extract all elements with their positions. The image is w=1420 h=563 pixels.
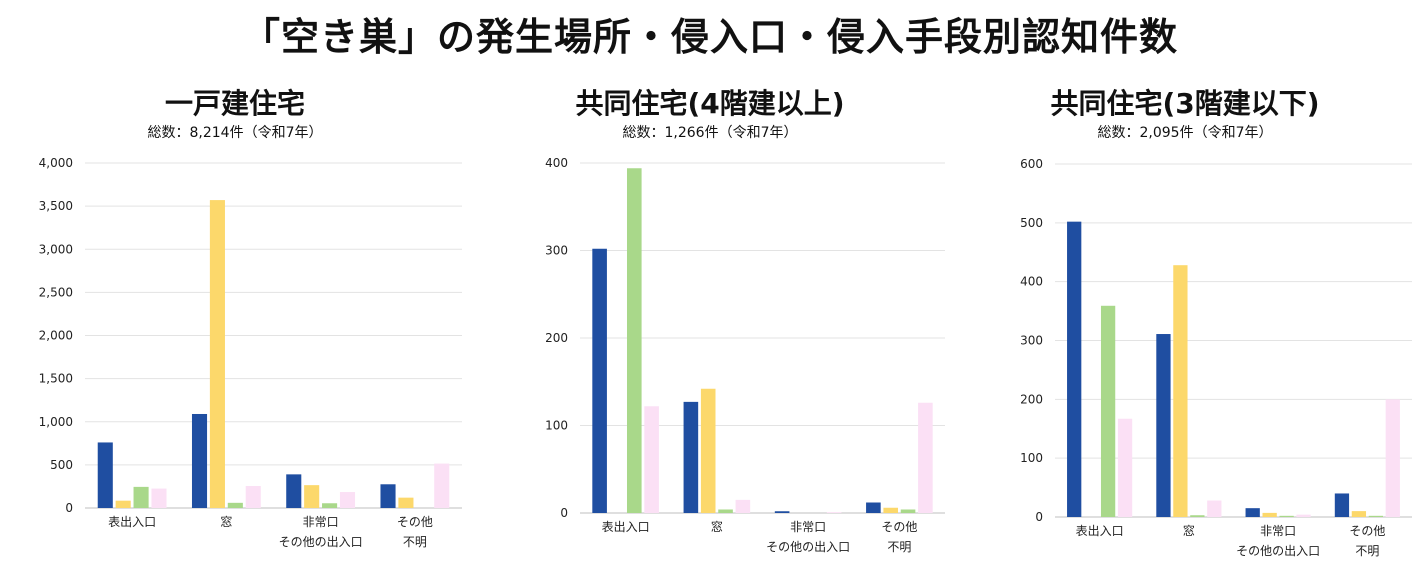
bar <box>1334 493 1350 517</box>
x-category-label: 表出入口 <box>108 515 156 529</box>
bar <box>97 442 113 508</box>
y-tick-label: 400 <box>545 156 568 170</box>
y-tick-label: 3,000 <box>39 242 73 256</box>
x-category-label: 窓 <box>711 519 723 534</box>
chart-subtitle: 総数：1,266件（令和7年） <box>622 125 798 141</box>
y-tick-label: 100 <box>1020 451 1043 465</box>
bar <box>1067 221 1082 517</box>
x-category-label: 窓 <box>1183 523 1195 538</box>
bar <box>918 402 933 513</box>
y-tick-label: 4,000 <box>39 156 73 170</box>
bar <box>115 500 131 508</box>
bar <box>133 486 149 508</box>
bar <box>700 388 716 513</box>
x-category-label: 不明 <box>1355 544 1379 558</box>
bar <box>1207 500 1222 517</box>
x-category-label: その他の出入口 <box>1236 544 1320 558</box>
chart-panel-detached-house: 一戸建住宅 総数：8,214件（令和7年） 0 500 1,000 1,500 2,00… <box>0 0 470 563</box>
bar <box>191 413 208 508</box>
bar <box>398 497 414 508</box>
y-tick-label: 2,000 <box>39 329 73 343</box>
bar <box>1100 305 1116 517</box>
y-tick-label: 1,000 <box>39 415 73 429</box>
bar <box>900 509 916 513</box>
bar <box>1190 515 1205 517</box>
x-category-label: その他の出入口 <box>766 540 850 554</box>
bar <box>826 512 842 513</box>
y-tick-label: 0 <box>1035 510 1043 524</box>
bar <box>1296 514 1311 517</box>
chart-subtitle: 総数：2,095件（令和7年） <box>1097 125 1273 141</box>
bar <box>1368 515 1383 517</box>
bar <box>774 511 790 513</box>
bar <box>1262 512 1277 517</box>
x-category-label: その他の出入口 <box>279 535 363 549</box>
chart-title: 共同住宅(3階建以下) <box>1050 87 1320 120</box>
x-category-label: 非常口 <box>303 515 339 529</box>
x-category-label: 不明 <box>403 535 427 549</box>
y-tick-label: 400 <box>1020 275 1043 289</box>
chart-subtitle: 総数：8,214件（令和7年） <box>147 125 323 141</box>
bar <box>626 168 642 513</box>
bar <box>322 503 338 508</box>
y-tick-label: 0 <box>65 501 73 515</box>
bar <box>151 488 167 508</box>
x-category-label: その他 <box>1349 524 1385 538</box>
bar <box>434 463 450 508</box>
y-tick-label: 3,500 <box>39 199 73 213</box>
chart-title: 一戸建住宅 <box>164 87 305 120</box>
bar <box>209 200 225 508</box>
y-tick-label: 500 <box>1020 216 1043 230</box>
y-tick-label: 500 <box>50 458 73 472</box>
bar <box>1156 334 1171 517</box>
bar <box>339 492 356 508</box>
bar <box>883 507 899 513</box>
bar <box>592 248 607 513</box>
y-tick-label: 200 <box>545 331 568 345</box>
bar <box>304 485 320 508</box>
x-category-label: その他 <box>881 520 917 534</box>
bar <box>683 401 699 513</box>
bar <box>644 406 659 513</box>
bar <box>1173 265 1188 517</box>
bar <box>286 474 302 508</box>
y-tick-label: 200 <box>1020 392 1043 406</box>
chart-panel-apartment-3minus: 共同住宅(3階建以下) 総数：2,095件（令和7年） 0 100 200 300 40… <box>950 0 1420 563</box>
x-category-label: 不明 <box>887 540 911 554</box>
y-tick-label: 0 <box>560 506 568 520</box>
bar <box>227 502 243 508</box>
y-tick-label: 300 <box>545 244 568 258</box>
bar <box>380 484 396 508</box>
x-category-label: 表出入口 <box>1076 524 1124 538</box>
bar <box>1385 399 1400 517</box>
y-tick-label: 100 <box>545 419 568 433</box>
x-category-label: 非常口 <box>1260 524 1296 538</box>
y-tick-label: 2,500 <box>39 285 73 299</box>
x-category-label: 非常口 <box>790 520 826 534</box>
bar <box>1117 418 1133 517</box>
y-tick-label: 1,500 <box>39 372 73 386</box>
x-category-label: 表出入口 <box>602 520 650 534</box>
y-tick-label: 300 <box>1020 334 1043 348</box>
bar-chart: 0 500 1,000 1,500 2,000 2,500 3,000 3,500 4,000 表… <box>39 156 462 549</box>
chart-panel-apartment-4plus: 共同住宅(4階建以上) 総数：1,266件（令和7年） 0 100 200 300 40… <box>470 0 950 563</box>
bar <box>718 509 733 513</box>
bar <box>1279 515 1294 517</box>
bar <box>866 502 881 513</box>
main-title: 「空き巣」の発生場所・侵入口・侵入手段別認知件数 <box>241 15 1178 59</box>
chart-title: 共同住宅(4階建以上) <box>575 87 845 120</box>
x-category-label: その他 <box>397 515 433 529</box>
bar <box>735 499 751 513</box>
bar <box>1245 508 1260 517</box>
bar <box>245 486 261 508</box>
y-tick-label: 600 <box>1020 157 1043 171</box>
bar <box>1351 511 1367 517</box>
x-category-label: 窓 <box>220 514 232 529</box>
